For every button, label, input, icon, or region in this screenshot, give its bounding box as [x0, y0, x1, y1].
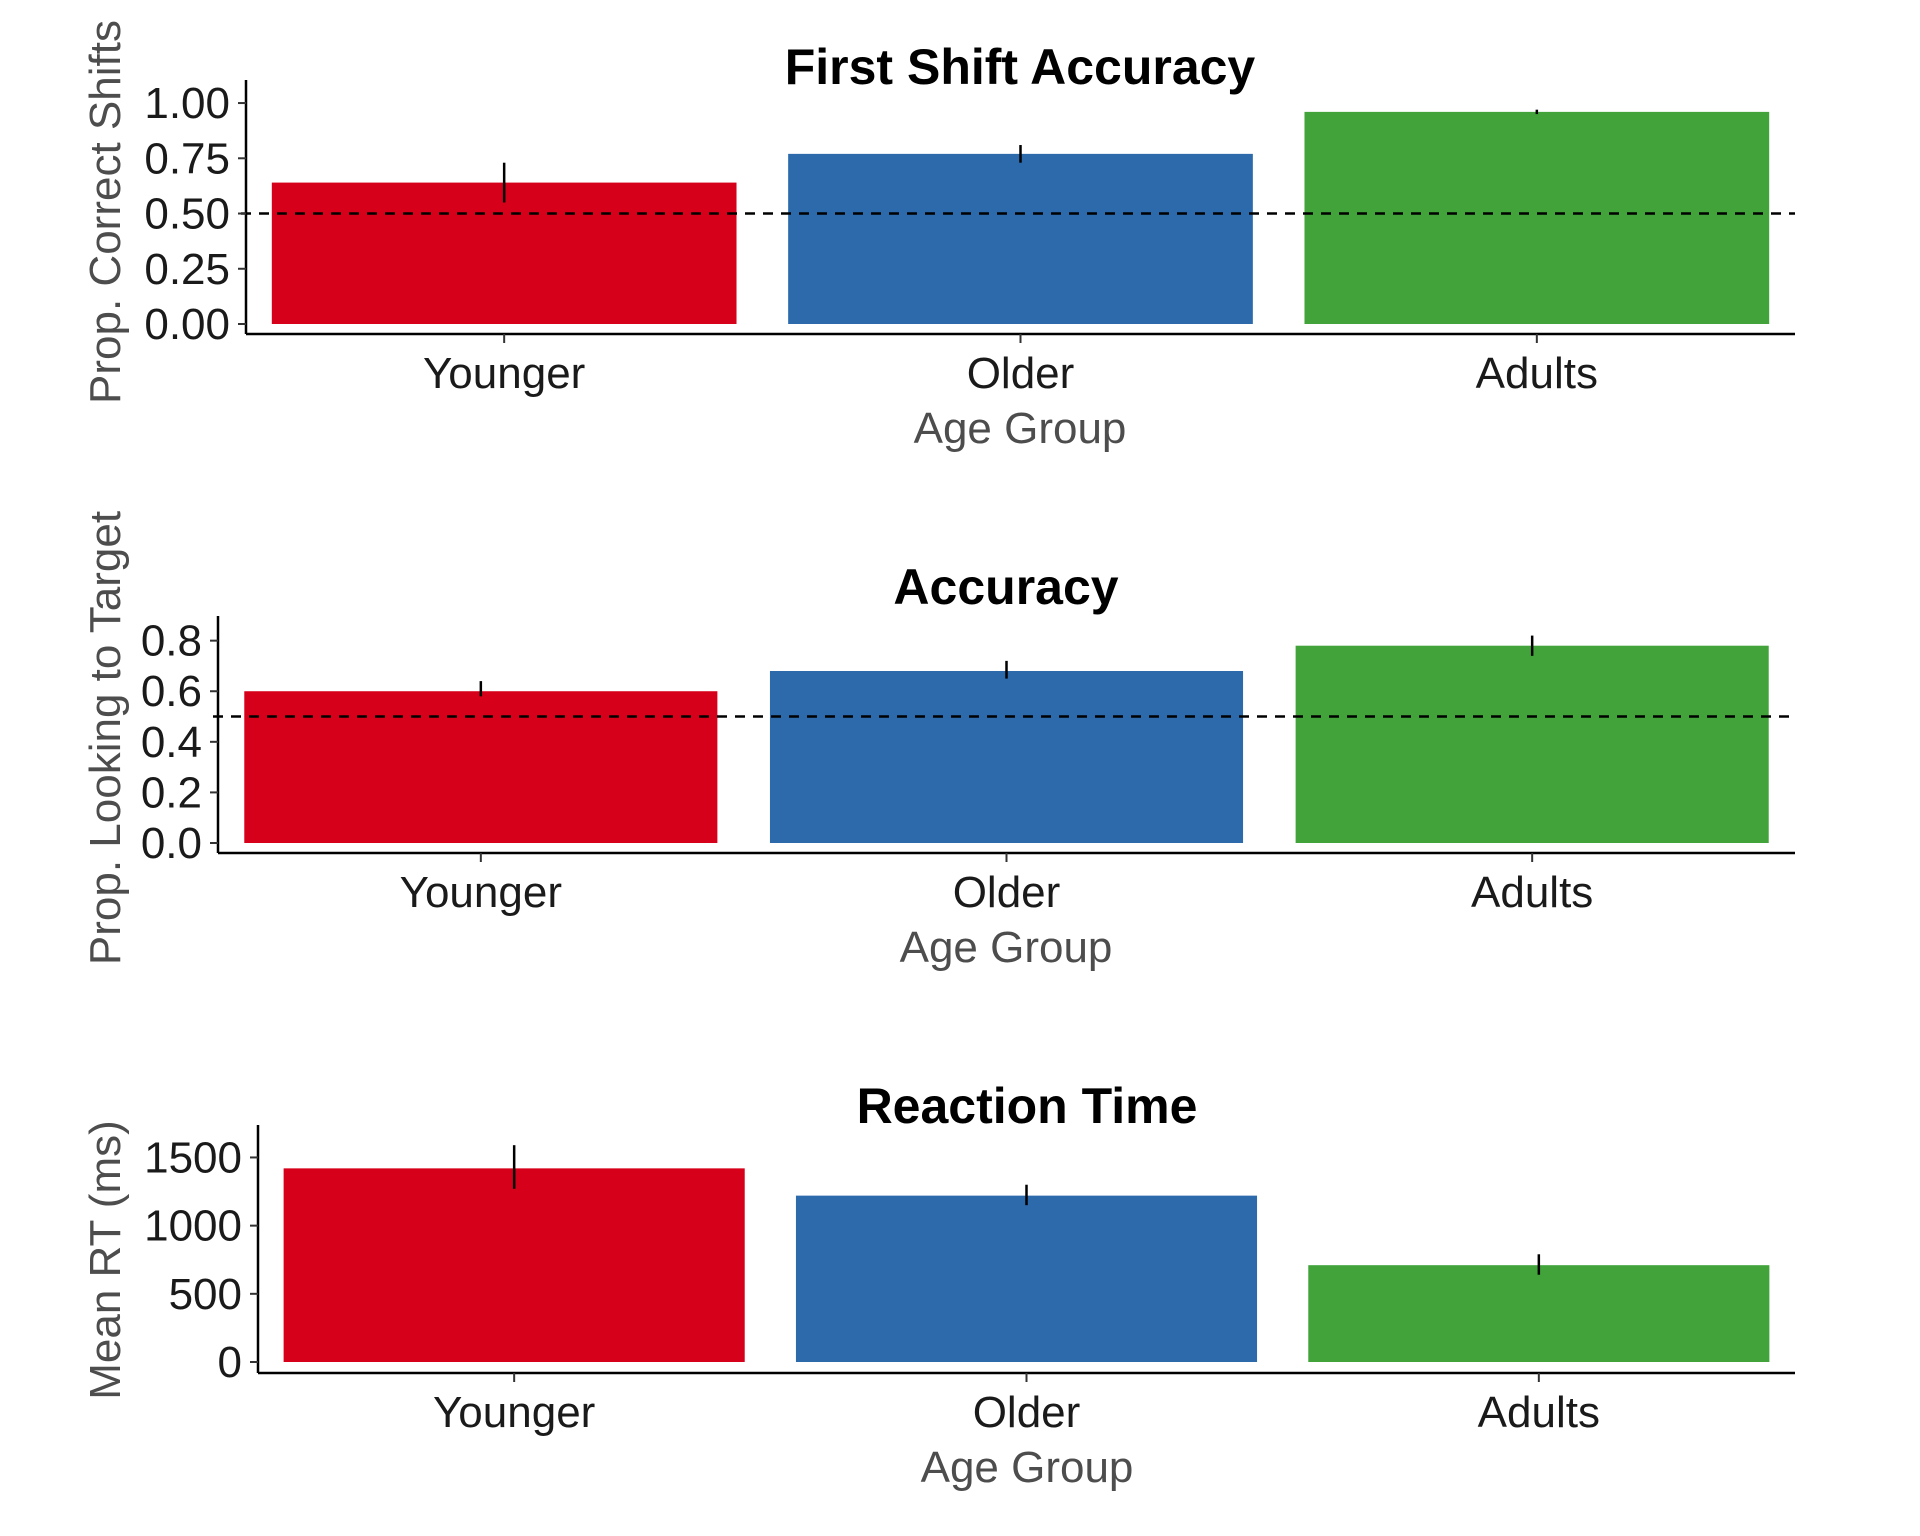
x-tick-label: Adults	[1478, 1388, 1600, 1437]
x-tick-label: Younger	[400, 868, 562, 917]
chart-panel-1: 0.00 0.25 0.50 0.75 1.00 Younger Older Adults Fi…	[81, 20, 1795, 453]
bar-older	[788, 153, 1253, 324]
y-tick-label: 1000	[144, 1202, 242, 1251]
y-tick-label: 0.50	[144, 190, 230, 239]
bar-older	[795, 1195, 1258, 1362]
x-tick-label: Older	[953, 868, 1061, 917]
x-axis-label: Age Group	[921, 1443, 1134, 1492]
y-tick-label: 1500	[144, 1133, 242, 1182]
x-axis-label: Age Group	[900, 923, 1113, 972]
y-tick-label: 0	[218, 1338, 242, 1387]
bar-older	[769, 671, 1244, 843]
x-tick-label: Adults	[1476, 349, 1598, 398]
x-tick-label: Older	[967, 349, 1075, 398]
y-axis-label: Prop. Looking to Target	[81, 511, 130, 965]
y-tick-label: 0.00	[144, 300, 230, 349]
bar-younger	[244, 691, 718, 843]
bar-adults	[1304, 111, 1770, 324]
y-tick-label: 0.6	[141, 667, 202, 716]
x-axis-label: Age Group	[914, 404, 1127, 453]
x-tick-label: Adults	[1471, 868, 1593, 917]
bar-younger	[271, 182, 737, 324]
x-tick-label: Younger	[433, 1388, 595, 1437]
bar-adults	[1295, 645, 1769, 843]
y-tick-label: 0.4	[141, 718, 202, 767]
y-tick-label: 1.00	[144, 79, 230, 128]
chart-title: First Shift Accuracy	[785, 39, 1256, 95]
bar-adults	[1308, 1265, 1770, 1362]
chart-title: Reaction Time	[857, 1078, 1198, 1134]
y-tick-label: 500	[169, 1270, 242, 1319]
bar-younger	[283, 1168, 745, 1362]
chart-title: Accuracy	[893, 559, 1118, 615]
chart-panel-3: 0 500 1000 1500 Younger Older Adults Reaction T…	[81, 1078, 1795, 1492]
x-tick-label: Younger	[423, 349, 585, 398]
y-axis-label: Mean RT (ms)	[81, 1120, 130, 1400]
y-tick-label: 0.0	[141, 819, 202, 868]
y-axis-label: Prop. Correct Shifts	[81, 20, 130, 404]
y-tick-label: 0.8	[141, 617, 202, 666]
y-tick-label: 0.75	[144, 134, 230, 183]
y-tick-label: 0.2	[141, 768, 202, 817]
chart-panel-2: 0.00.20.40.60.8 Younger Older Adults Accurac…	[81, 511, 1795, 972]
y-tick-label: 0.25	[144, 245, 230, 294]
x-tick-label: Older	[973, 1388, 1081, 1437]
